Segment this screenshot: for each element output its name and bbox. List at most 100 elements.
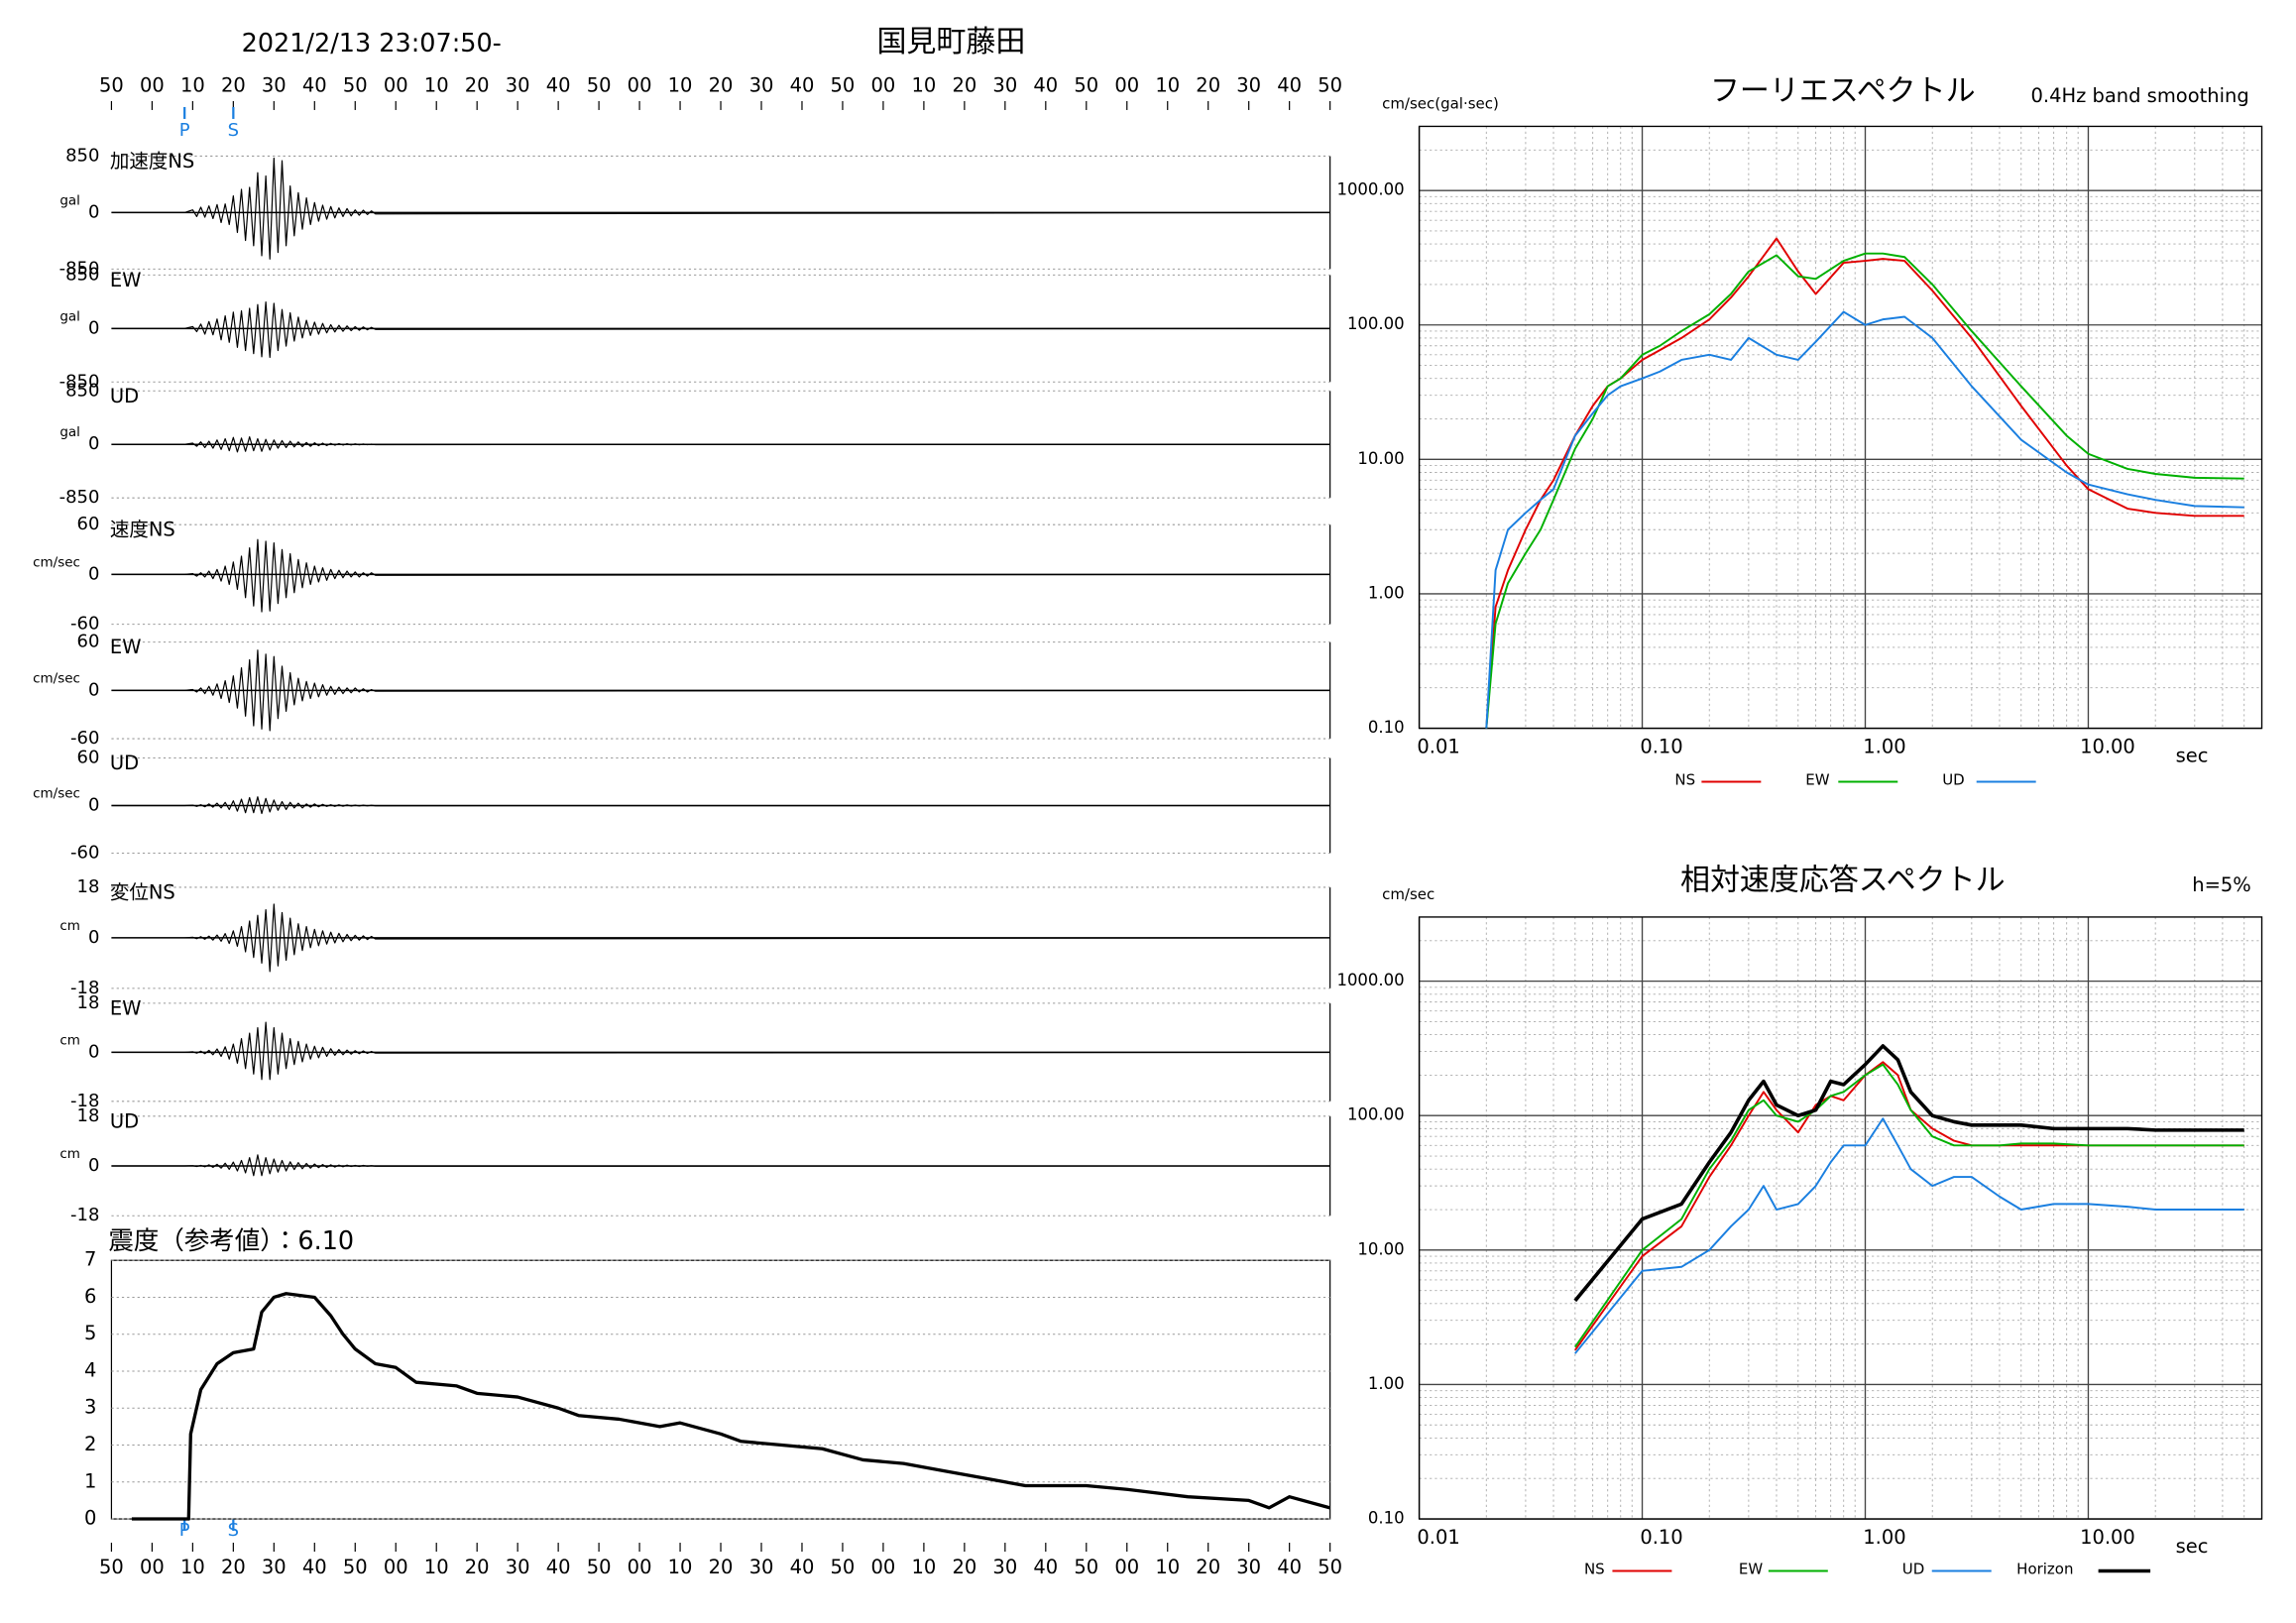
waveform-trace	[111, 796, 1330, 815]
waveform-trace	[111, 157, 1330, 260]
y-unit: cm/sec	[33, 554, 80, 570]
x-tick-label: 1.00	[1863, 736, 1905, 758]
trace-name: EW	[110, 269, 142, 291]
x-tick-label: 30	[262, 1556, 287, 1578]
y-tick-label: 1	[84, 1469, 96, 1492]
x-tick-label: 20	[465, 1556, 490, 1578]
y-unit: cm/sec	[33, 670, 80, 686]
y-tick-label: 0	[88, 927, 99, 948]
legend-label: Horizon	[2016, 1561, 2073, 1578]
x-tick-label: 50	[1318, 1556, 1342, 1578]
spectrum-line	[1574, 1117, 2244, 1354]
x-tick-label: 10	[1155, 1556, 1180, 1578]
x-tick-label: 00	[384, 73, 408, 96]
spectrum-line	[1485, 310, 2244, 729]
x-tick-label: 20	[1196, 1556, 1220, 1578]
trace-name: 加速度NS	[110, 150, 194, 173]
spectrum-line	[1574, 1063, 2244, 1348]
legend-label: NS	[1674, 771, 1695, 789]
y-unit: cm	[59, 1032, 80, 1048]
legend-label: EW	[1805, 771, 1829, 789]
spectrum-line	[1485, 252, 2244, 729]
x-tick-label: 30	[262, 73, 287, 96]
y-tick-label: 7	[84, 1248, 96, 1271]
x-tick-label: 40	[546, 1556, 571, 1578]
trace-name: EW	[110, 996, 142, 1019]
x-tick-label: 40	[302, 73, 327, 96]
spectrum-line	[1485, 237, 2244, 729]
x-tick-label: 0.01	[1417, 1526, 1459, 1549]
phase-label: S	[228, 120, 239, 141]
x-tick-label: 10	[180, 73, 205, 96]
x-tick-label: 30	[506, 73, 530, 96]
x-tick-label: 40	[1277, 1556, 1302, 1578]
x-tick-label: 40	[790, 1556, 815, 1578]
station-name: 国見町藤田	[876, 25, 1025, 59]
x-tick-label: 00	[871, 73, 896, 96]
x-tick-label: 50	[831, 1556, 856, 1578]
x-tick-label: 40	[302, 1556, 327, 1578]
x-tick-label: 30	[749, 1556, 774, 1578]
y-tick-label: 850	[65, 380, 99, 401]
x-tick-label: 50	[587, 73, 612, 96]
x-tick-label: 00	[1114, 73, 1139, 96]
chart-subtitle: h=5%	[2192, 873, 2251, 896]
chart-title: 相対速度応答スペクトル	[1680, 863, 2006, 897]
y-tick-label: 60	[77, 514, 100, 534]
y-tick-label: 0	[88, 1041, 99, 1062]
x-tick-label: 40	[1033, 1556, 1058, 1578]
x-tick-label: 20	[221, 1556, 246, 1578]
y-tick-label: 10.00	[1357, 449, 1404, 468]
x-tick-label: 40	[1277, 73, 1302, 96]
y-tick-label: 850	[65, 264, 99, 285]
x-tick-label: 20	[709, 73, 734, 96]
trace-name: UD	[110, 1109, 139, 1132]
y-tick-label: -60	[70, 728, 99, 749]
y-tick-label: 10.00	[1357, 1239, 1404, 1258]
x-tick-label: 10	[668, 1556, 693, 1578]
y-tick-label: 100.00	[1347, 1105, 1405, 1124]
x-tick-label: 20	[465, 73, 490, 96]
x-tick-label: 50	[1074, 1556, 1098, 1578]
waveform-trace	[111, 436, 1330, 453]
x-axis-label: sec	[2176, 745, 2209, 767]
x-tick-label: 10	[912, 73, 937, 96]
waveform-trace	[111, 649, 1330, 732]
y-tick-label: -850	[59, 258, 100, 279]
y-tick-label: 0	[88, 317, 99, 338]
x-tick-label: 0.10	[1640, 1526, 1682, 1549]
y-tick-label: -60	[70, 614, 99, 635]
x-axis-label: sec	[2176, 1535, 2209, 1558]
y-axis-label: cm/sec(gal·sec)	[1382, 94, 1499, 112]
waveform-trace	[111, 1021, 1330, 1081]
x-tick-label: 00	[140, 1556, 165, 1578]
waveform-trace	[111, 538, 1330, 613]
x-tick-label: 40	[790, 73, 815, 96]
x-tick-label: 30	[992, 1556, 1017, 1578]
y-tick-label: 0	[88, 201, 99, 222]
y-tick-label: 0	[88, 679, 99, 700]
x-tick-label: 00	[140, 73, 165, 96]
y-tick-label: 18	[77, 992, 100, 1013]
y-tick-label: 0.10	[1368, 718, 1405, 737]
plot-frame	[1418, 916, 2263, 1520]
y-tick-label: -850	[59, 487, 100, 508]
y-tick-label: 4	[84, 1358, 96, 1381]
x-tick-label: 40	[546, 73, 571, 96]
legend-label: NS	[1584, 1561, 1605, 1578]
y-tick-label: 1.00	[1368, 1374, 1405, 1393]
y-tick-label: 0	[88, 1155, 99, 1176]
legend-label: EW	[1739, 1561, 1763, 1578]
y-tick-label: 0.10	[1368, 1509, 1405, 1528]
x-tick-label: 00	[628, 73, 652, 96]
y-unit: gal	[59, 308, 80, 324]
x-tick-label: 00	[1114, 1556, 1139, 1578]
x-tick-label: 0.10	[1640, 736, 1682, 758]
waveform-trace	[111, 301, 1330, 359]
record-datetime: 2021/2/13 23:07:50-	[242, 29, 502, 58]
plot-frame	[1418, 125, 2263, 730]
trace-name: UD	[110, 385, 139, 407]
x-tick-label: 10	[180, 1556, 205, 1578]
x-tick-label: 1.00	[1863, 1526, 1905, 1549]
